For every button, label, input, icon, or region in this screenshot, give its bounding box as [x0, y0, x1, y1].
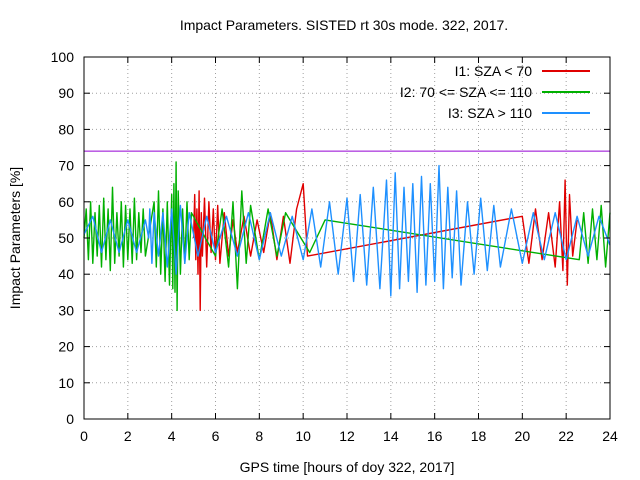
legend-label-1: I1: SZA < 70: [455, 63, 533, 79]
y-tick-label: 60: [58, 194, 74, 210]
x-tick-label: 10: [295, 428, 311, 444]
y-tick-label: 50: [58, 230, 74, 246]
x-tick-label: 14: [383, 428, 399, 444]
series-line-3: [83, 164, 611, 297]
series-line-2: [83, 161, 611, 312]
y-axis-label: Impact Parameters [%]: [7, 167, 23, 309]
legend-label-3: I3: SZA > 110: [448, 105, 532, 121]
y-tick-label: 30: [58, 302, 74, 318]
x-tick-label: 24: [602, 428, 618, 444]
y-tick-label: 90: [58, 85, 74, 101]
y-tick-label: 100: [51, 49, 75, 65]
x-tick-label: 6: [212, 428, 220, 444]
x-tick-label: 2: [124, 428, 132, 444]
chart-title: Impact Parameters. SISTED rt 30s mode. 3…: [180, 17, 508, 33]
x-tick-label: 20: [515, 428, 531, 444]
x-tick-label: 18: [471, 428, 487, 444]
x-tick-label: 4: [168, 428, 176, 444]
x-tick-label: 8: [255, 428, 263, 444]
series-line-1: [192, 179, 578, 312]
series-group: [83, 161, 611, 312]
y-tick-label: 10: [58, 375, 74, 391]
y-tick-label: 80: [58, 121, 74, 137]
legend-label-2: I2: 70 <= SZA <= 110: [400, 84, 532, 100]
x-tick-label: 12: [339, 428, 355, 444]
y-tick-label: 20: [58, 339, 74, 355]
legend: I1: SZA < 70 I2: 70 <= SZA <= 110 I3: SZA …: [400, 63, 590, 121]
y-tick-label: 70: [58, 158, 74, 174]
y-tick-label: 0: [66, 411, 74, 427]
x-axis-label: GPS time [hours of doy 322, 2017]: [240, 459, 455, 475]
x-tick-label: 16: [427, 428, 443, 444]
y-tick-label: 40: [58, 266, 74, 282]
x-tick-label: 22: [558, 428, 574, 444]
x-tick-label: 0: [80, 428, 88, 444]
